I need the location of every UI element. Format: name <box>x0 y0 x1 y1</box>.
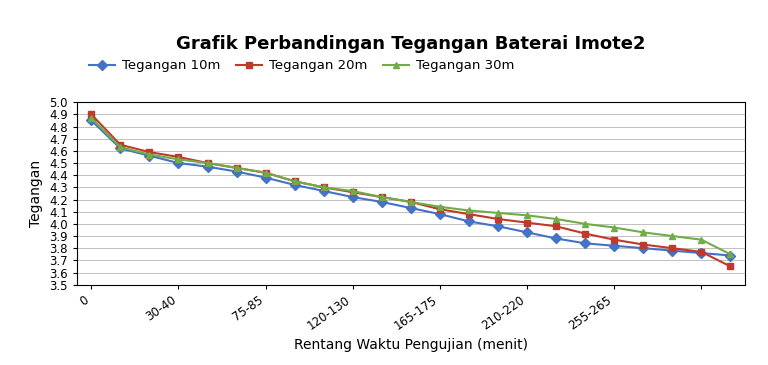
Tegangan 20m <box>639 242 648 247</box>
Tegangan 10m <box>406 206 415 210</box>
Line: Tegangan 10m: Tegangan 10m <box>88 117 734 259</box>
Tegangan 20m <box>290 179 300 184</box>
Tegangan 30m <box>581 222 590 226</box>
Tegangan 30m <box>406 200 415 204</box>
Tegangan 10m <box>610 243 619 248</box>
Tegangan 10m <box>319 189 329 193</box>
Title: Grafik Perbandingan Tegangan Baterai Imote2: Grafik Perbandingan Tegangan Baterai Imo… <box>176 35 646 53</box>
Tegangan 30m <box>319 185 329 189</box>
Tegangan 10m <box>639 246 648 250</box>
Tegangan 10m <box>261 176 270 180</box>
Tegangan 10m <box>697 251 706 255</box>
Tegangan 30m <box>203 161 212 165</box>
Tegangan 20m <box>406 200 415 204</box>
Tegangan 10m <box>465 219 474 224</box>
Tegangan 10m <box>116 146 125 151</box>
Tegangan 20m <box>667 246 677 250</box>
Tegangan 30m <box>697 238 706 242</box>
Legend: Tegangan 10m, Tegangan 20m, Tegangan 30m: Tegangan 10m, Tegangan 20m, Tegangan 30m <box>84 54 520 78</box>
Tegangan 10m <box>87 118 96 123</box>
Y-axis label: Tegangan: Tegangan <box>29 160 44 227</box>
Tegangan 10m <box>348 195 357 199</box>
Tegangan 20m <box>377 195 386 199</box>
Tegangan 20m <box>203 161 212 165</box>
Tegangan 30m <box>551 217 561 221</box>
Tegangan 30m <box>116 145 125 149</box>
Tegangan 30m <box>377 195 386 199</box>
Tegangan 10m <box>522 230 531 235</box>
Tegangan 20m <box>116 143 125 147</box>
Tegangan 10m <box>551 236 561 241</box>
Tegangan 10m <box>726 253 735 258</box>
Tegangan 30m <box>493 211 502 215</box>
Tegangan 20m <box>493 217 502 221</box>
Tegangan 10m <box>145 154 154 158</box>
Tegangan 20m <box>319 185 329 189</box>
Tegangan 20m <box>726 264 735 269</box>
Tegangan 20m <box>697 250 706 254</box>
Line: Tegangan 20m: Tegangan 20m <box>88 111 734 270</box>
Tegangan 10m <box>377 200 386 204</box>
Tegangan 20m <box>348 190 357 195</box>
Tegangan 20m <box>551 224 561 228</box>
Tegangan 10m <box>493 224 502 228</box>
Tegangan 30m <box>145 152 154 157</box>
Tegangan 10m <box>232 169 241 174</box>
Tegangan 30m <box>174 157 183 162</box>
Tegangan 30m <box>639 230 648 235</box>
Tegangan 20m <box>610 238 619 242</box>
Tegangan 30m <box>232 166 241 170</box>
Tegangan 30m <box>290 179 300 184</box>
Tegangan 20m <box>465 212 474 216</box>
Tegangan 20m <box>174 155 183 159</box>
Tegangan 10m <box>290 183 300 187</box>
Tegangan 20m <box>232 166 241 170</box>
Tegangan 20m <box>261 170 270 175</box>
Tegangan 10m <box>667 249 677 253</box>
Tegangan 20m <box>87 112 96 116</box>
Line: Tegangan 30m: Tegangan 30m <box>88 115 734 258</box>
Tegangan 30m <box>522 213 531 218</box>
Tegangan 10m <box>174 161 183 165</box>
Tegangan 30m <box>435 205 445 209</box>
Tegangan 10m <box>203 165 212 169</box>
Tegangan 30m <box>87 116 96 120</box>
Tegangan 20m <box>581 231 590 236</box>
Tegangan 30m <box>261 170 270 175</box>
X-axis label: Rentang Waktu Pengujian (menit): Rentang Waktu Pengujian (menit) <box>294 338 528 352</box>
Tegangan 30m <box>348 189 357 193</box>
Tegangan 20m <box>522 220 531 225</box>
Tegangan 20m <box>435 207 445 211</box>
Tegangan 10m <box>435 212 445 216</box>
Tegangan 20m <box>145 150 154 154</box>
Tegangan 30m <box>610 225 619 230</box>
Tegangan 10m <box>581 241 590 246</box>
Tegangan 30m <box>726 252 735 257</box>
Tegangan 30m <box>667 234 677 238</box>
Tegangan 30m <box>465 208 474 213</box>
